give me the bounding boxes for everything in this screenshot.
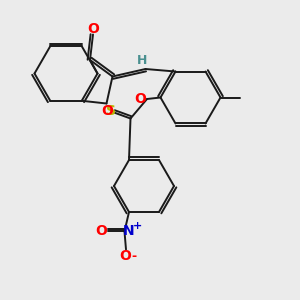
Text: O: O	[101, 104, 113, 118]
Text: +: +	[133, 221, 142, 231]
Text: S: S	[106, 104, 116, 118]
Text: O: O	[87, 22, 99, 35]
Text: O: O	[95, 224, 107, 239]
Text: O: O	[119, 249, 131, 263]
Text: -: -	[131, 250, 136, 262]
Text: H: H	[137, 53, 148, 67]
Text: O: O	[134, 92, 146, 106]
Text: N: N	[123, 224, 135, 239]
